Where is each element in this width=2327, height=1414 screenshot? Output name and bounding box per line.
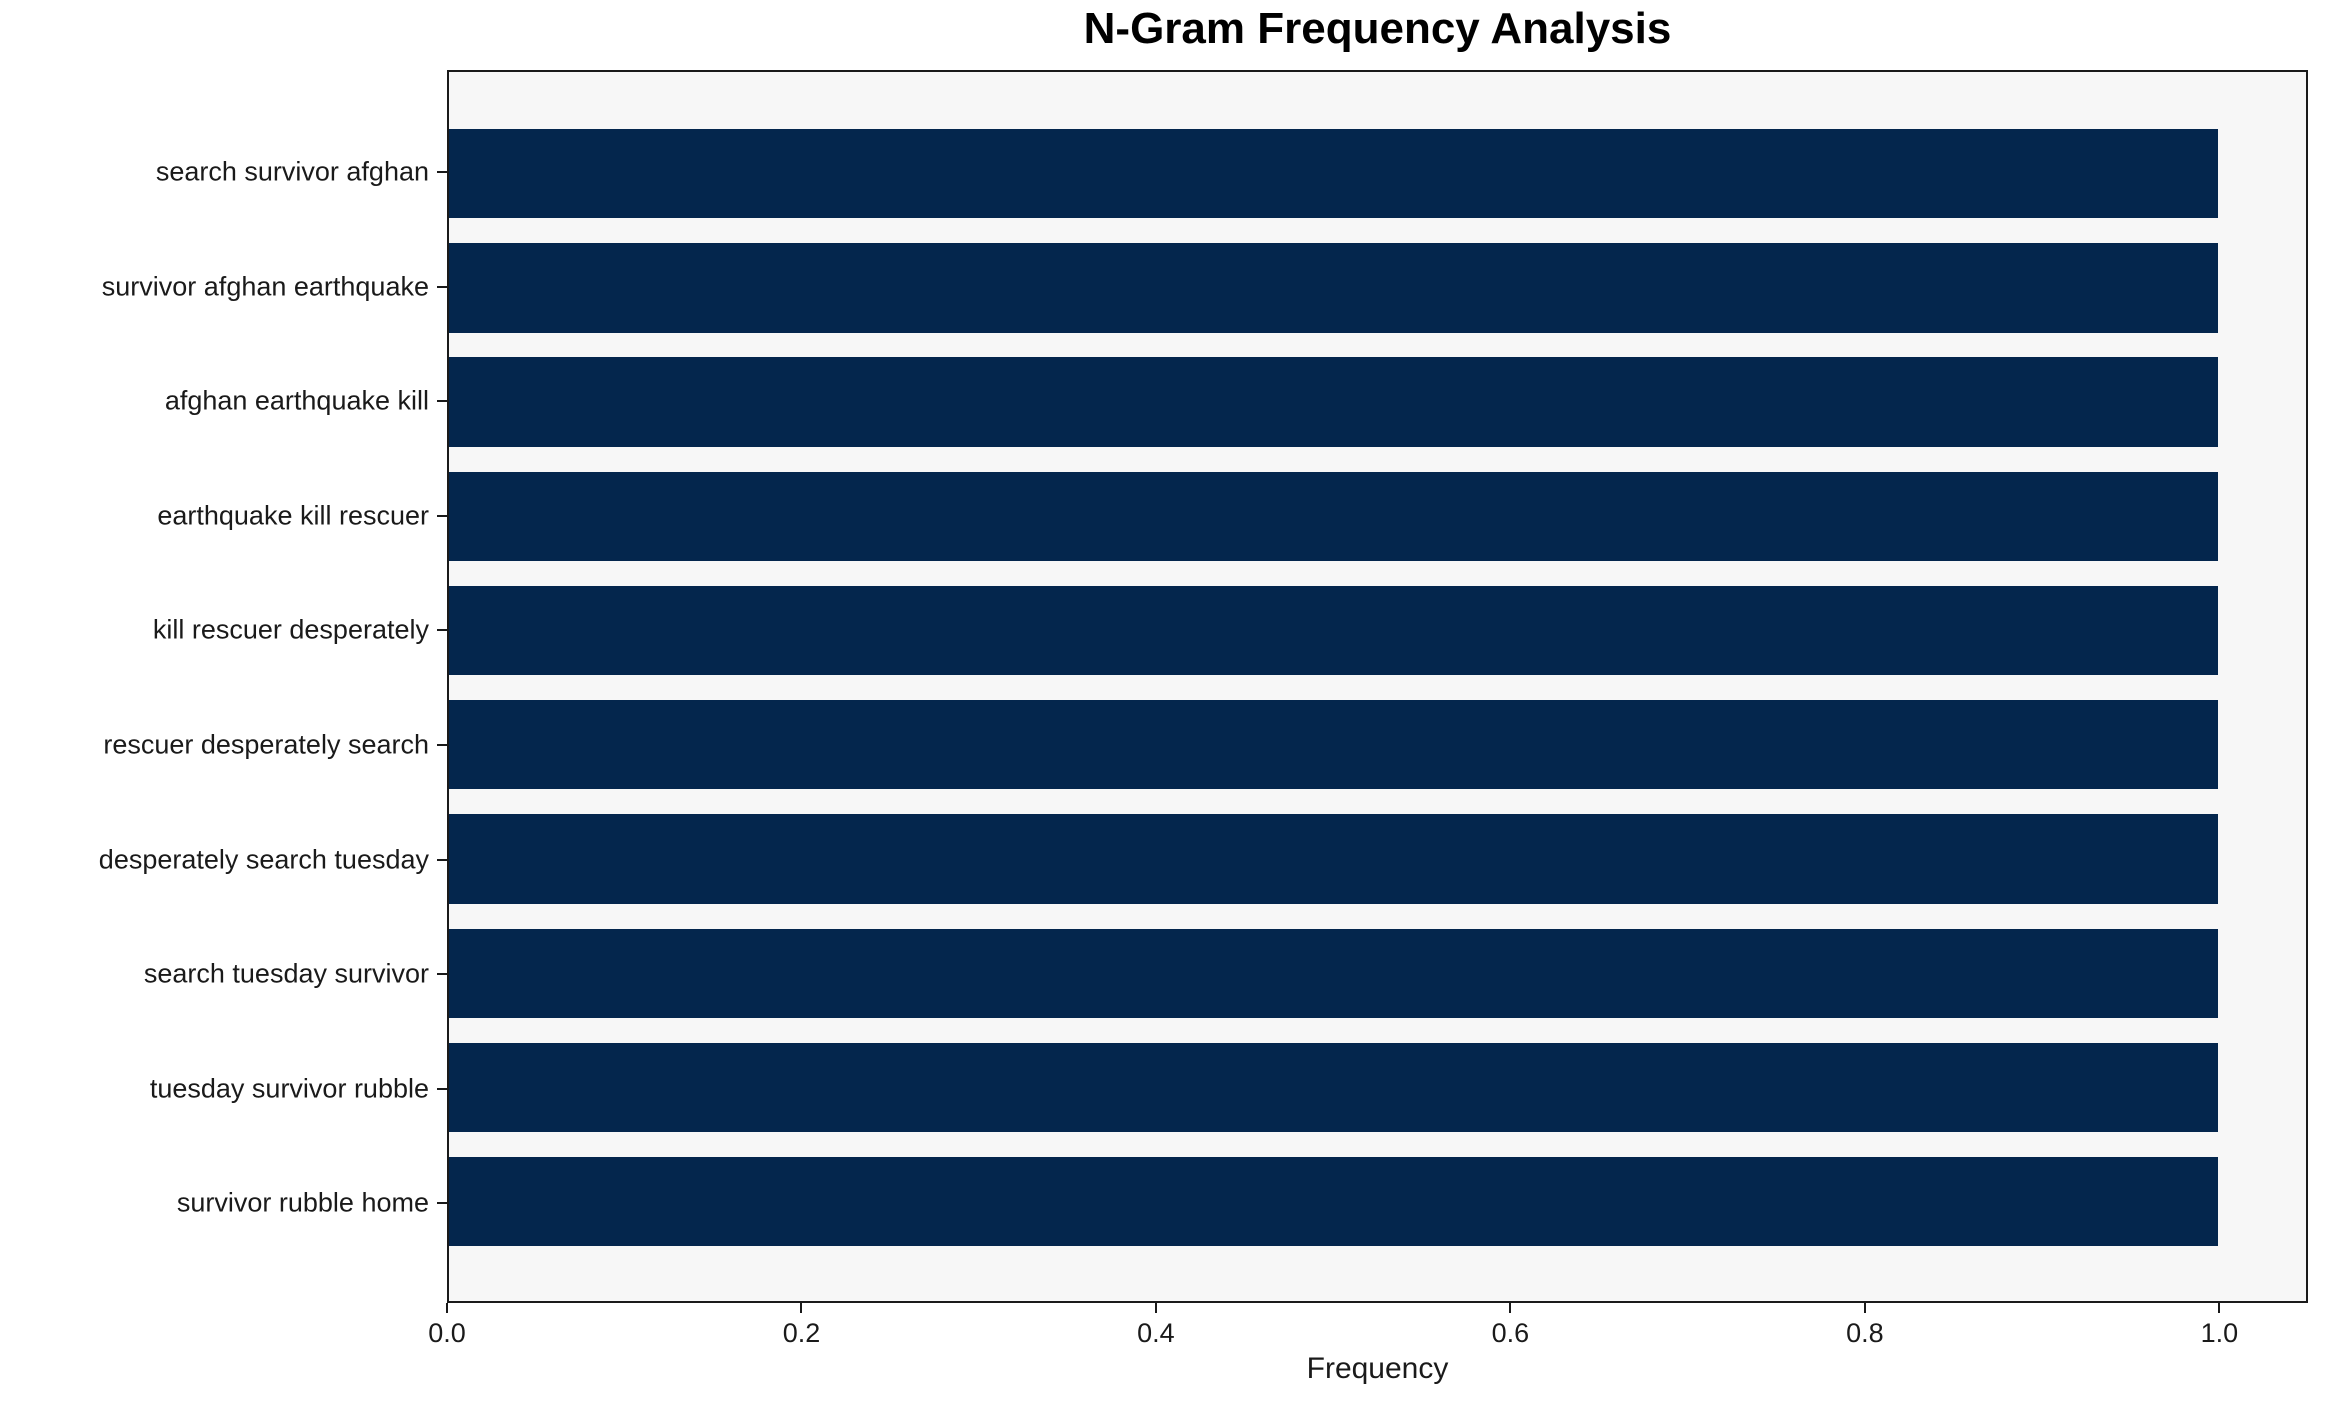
x-tick-mark bbox=[2218, 1303, 2221, 1313]
x-tick-label: 0.8 bbox=[1846, 1318, 1884, 1348]
y-tick-label: search survivor afghan bbox=[155, 156, 429, 187]
y-tick-mark bbox=[437, 629, 447, 632]
x-tick-mark bbox=[800, 1303, 803, 1313]
chart-title: N-Gram Frequency Analysis bbox=[1083, 4, 1672, 53]
y-tick-mark bbox=[437, 400, 447, 403]
bar bbox=[449, 928, 2218, 1018]
bar bbox=[449, 1042, 2218, 1133]
y-tick-label: earthquake kill rescuer bbox=[157, 500, 429, 531]
bar bbox=[449, 128, 2218, 219]
y-tick-label: rescuer desperately search bbox=[103, 729, 429, 760]
y-tick-mark bbox=[437, 170, 447, 173]
x-tick-label: 0.4 bbox=[1137, 1318, 1175, 1348]
y-tick-label: kill rescuer desperately bbox=[152, 614, 429, 645]
x-tick-label: 1.0 bbox=[2200, 1318, 2239, 1348]
bar bbox=[449, 1156, 2218, 1247]
y-tick-mark bbox=[437, 514, 447, 517]
bar bbox=[449, 471, 2218, 561]
bar bbox=[449, 357, 2218, 447]
bar bbox=[449, 700, 2218, 790]
y-tick-mark bbox=[437, 1087, 447, 1090]
x-axis-label: Frequency bbox=[1306, 1352, 1449, 1385]
y-tick-label: survivor afghan earthquake bbox=[101, 271, 429, 302]
x-tick-mark bbox=[446, 1303, 448, 1313]
y-tick-label: survivor rubble home bbox=[176, 1187, 429, 1218]
y-tick-mark bbox=[437, 743, 447, 746]
y-tick-label: afghan earthquake kill bbox=[164, 385, 429, 416]
y-tick-mark bbox=[437, 1202, 447, 1205]
x-tick-mark bbox=[1509, 1303, 1512, 1313]
y-tick-mark bbox=[437, 285, 447, 288]
bar bbox=[449, 585, 2218, 676]
bar bbox=[449, 243, 2218, 333]
plot-area bbox=[447, 70, 2308, 1303]
x-tick-label: 0.0 bbox=[428, 1318, 466, 1348]
x-tick-mark bbox=[1154, 1303, 1157, 1313]
x-tick-mark bbox=[1863, 1303, 1866, 1313]
y-tick-mark bbox=[437, 858, 447, 861]
x-tick-label: 0.2 bbox=[782, 1318, 821, 1348]
y-tick-label: tuesday survivor rubble bbox=[149, 1073, 429, 1104]
y-tick-mark bbox=[437, 973, 447, 976]
y-tick-label: desperately search tuesday bbox=[98, 844, 429, 875]
y-tick-label: search tuesday survivor bbox=[143, 958, 429, 989]
x-tick-label: 0.6 bbox=[1491, 1318, 1530, 1348]
bar bbox=[449, 814, 2218, 904]
